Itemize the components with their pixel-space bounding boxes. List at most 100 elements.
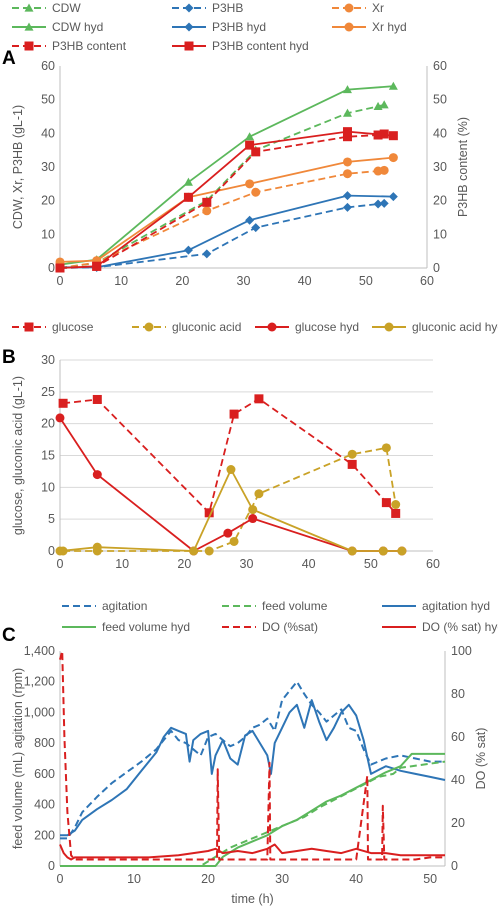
x-tick-label: 50 [364, 557, 378, 571]
legend-label: Xr hyd [372, 20, 407, 34]
data-point [388, 81, 398, 90]
series-line [59, 650, 445, 861]
x-tick-label: 0 [57, 274, 64, 288]
y2-tick-label: 0 [433, 261, 440, 275]
series-line [60, 752, 445, 867]
y-tick-label: 20 [41, 417, 55, 431]
data-point [391, 500, 401, 510]
y2-tick-label: 20 [451, 816, 465, 830]
plot-panel-c: 02004006008001,0001,2001,400020406080100… [11, 599, 498, 906]
legend-label: DO (%sat) [262, 620, 318, 634]
legend-label: gluconic acid hyd [412, 320, 498, 334]
x-tick-label: 10 [115, 557, 129, 571]
legend-swatch-marker [384, 322, 394, 332]
y-tick-label: 10 [41, 480, 55, 494]
series-agitation [60, 680, 445, 840]
series-do-sat- [59, 650, 445, 861]
x-tick-label: 20 [175, 274, 189, 288]
data-point [388, 131, 398, 141]
y-tick-label: 800 [34, 736, 55, 750]
y-tick-label: 600 [34, 767, 55, 781]
y2-axis-label: DO (% sat) [474, 728, 488, 790]
data-point [378, 546, 388, 556]
x-tick-label: 60 [420, 274, 434, 288]
legend-item: CDW [12, 1, 81, 15]
legend-item: gluconic acid [132, 320, 241, 334]
y-tick-label: 200 [34, 828, 55, 842]
legend-label: feed volume hyd [102, 620, 190, 634]
data-point [55, 263, 65, 273]
data-point [381, 443, 391, 453]
series-feed-volume-hyd [60, 752, 445, 867]
data-point [183, 192, 193, 202]
legend-label: Xr [372, 1, 384, 15]
series-xr [55, 165, 389, 273]
data-point [379, 198, 389, 208]
data-point [388, 192, 398, 202]
x-tick-label: 40 [349, 872, 363, 886]
y-tick-label: 60 [41, 59, 55, 73]
series-glucose [58, 394, 401, 518]
data-point [391, 508, 401, 518]
data-point [254, 489, 264, 499]
data-point [342, 202, 352, 212]
legend-swatch-marker [344, 22, 354, 32]
y2-tick-label: 50 [433, 93, 447, 107]
series-glucose-hyd [55, 413, 407, 556]
data-point [229, 536, 239, 546]
data-point [92, 261, 102, 271]
legend-label: gluconic acid [172, 320, 241, 334]
x-tick-label: 50 [359, 274, 373, 288]
data-point [379, 165, 389, 175]
data-point [251, 223, 261, 233]
y2-tick-label: 10 [433, 227, 447, 241]
legend-item: feed volume [222, 599, 328, 613]
series-cdw [55, 100, 389, 272]
data-point [58, 398, 68, 408]
data-point [245, 132, 255, 141]
series-line [59, 843, 445, 861]
legend-swatch-marker [267, 322, 277, 332]
series-gluconic-acid-hyd [55, 465, 407, 556]
y-tick-label: 0 [48, 544, 55, 558]
panel-label-b: B [2, 347, 16, 368]
legend-label: glucose [52, 320, 94, 334]
legend-label: CDW [52, 1, 81, 15]
legend-label: feed volume [262, 599, 328, 613]
y-tick-label: 30 [41, 353, 55, 367]
y2-tick-label: 60 [433, 59, 447, 73]
data-point [202, 197, 212, 207]
data-point [373, 199, 383, 209]
data-point [245, 179, 255, 189]
legend-item: agitation [62, 599, 147, 613]
data-point [342, 127, 352, 137]
legend-item: DO (%sat) [222, 620, 318, 634]
y-tick-label: 5 [48, 512, 55, 526]
data-point [251, 147, 261, 157]
legend-label: agitation [102, 599, 147, 613]
data-point [251, 187, 261, 197]
legend-item: P3HB hyd [172, 20, 266, 34]
data-point [92, 542, 102, 552]
series-line [63, 397, 397, 514]
legend-swatch-marker [144, 322, 154, 332]
y-tick-label: 0 [48, 261, 55, 275]
data-point [254, 394, 264, 404]
x-axis-label: time (h) [231, 892, 273, 906]
legend-item: DO (% sat) hyd [382, 620, 498, 634]
y2-tick-label: 100 [451, 644, 472, 658]
legend-label: DO (% sat) hyd [422, 620, 498, 634]
panel-label-c: C [2, 625, 16, 646]
x-tick-label: 0 [57, 872, 64, 886]
series-agitation-hyd [60, 699, 446, 837]
series-line [59, 468, 402, 552]
legend-item: CDW hyd [12, 20, 103, 34]
y-tick-label: 40 [41, 126, 55, 140]
legend-item: P3HB [172, 1, 243, 15]
legend-item: Xr [332, 1, 384, 15]
series-line [59, 130, 394, 269]
data-point [92, 394, 102, 404]
legend-swatch-marker [24, 3, 34, 12]
